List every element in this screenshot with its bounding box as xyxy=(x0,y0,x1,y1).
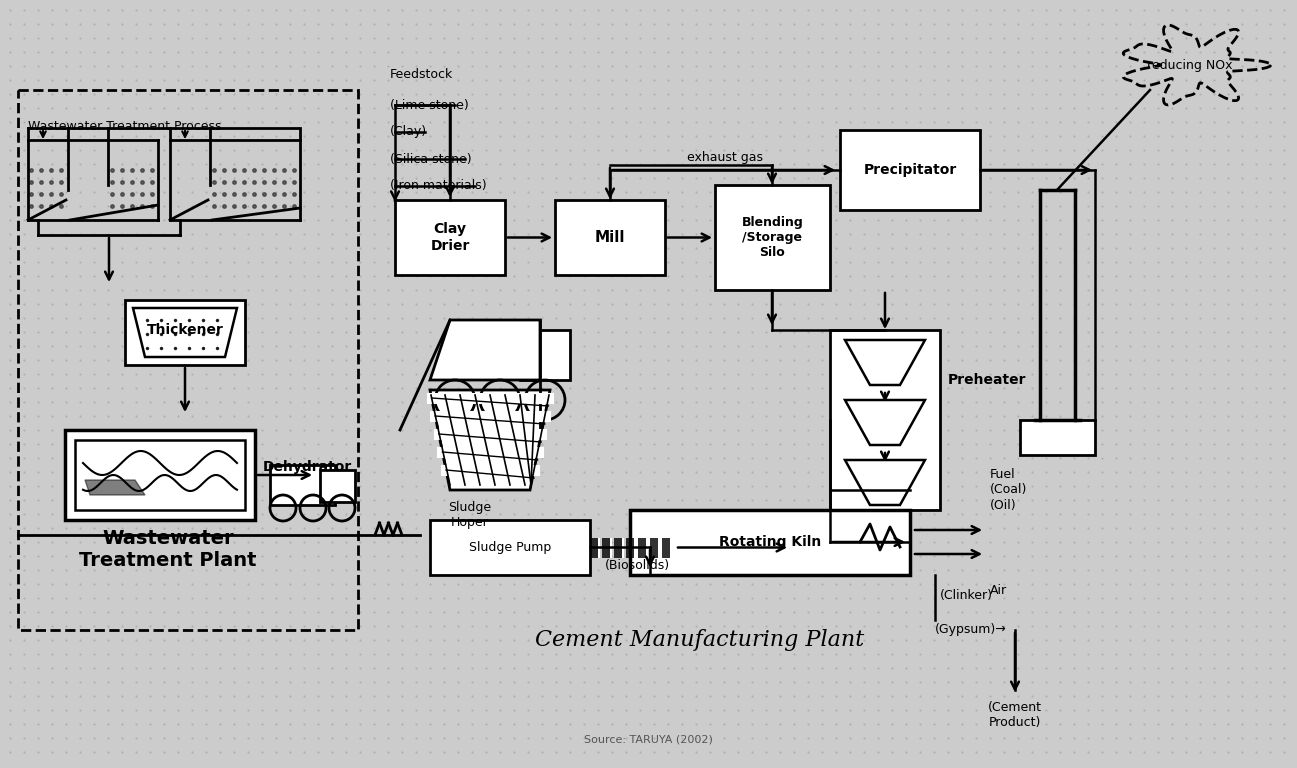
Text: (Lime stone): (Lime stone) xyxy=(390,98,468,111)
Text: reducing NOx: reducing NOx xyxy=(1148,58,1232,71)
FancyBboxPatch shape xyxy=(125,300,245,365)
Text: Mill: Mill xyxy=(595,230,625,245)
FancyBboxPatch shape xyxy=(75,440,245,510)
Text: Wastewater
Treatment Plant: Wastewater Treatment Plant xyxy=(79,529,257,571)
FancyBboxPatch shape xyxy=(1019,420,1095,455)
Polygon shape xyxy=(431,390,550,490)
Text: Air: Air xyxy=(990,584,1008,597)
Text: Cement Manufacturing Plant: Cement Manufacturing Plant xyxy=(536,629,865,651)
Polygon shape xyxy=(86,480,145,495)
Text: Fuel
(Coal)
(Oil): Fuel (Coal) (Oil) xyxy=(990,468,1027,511)
Text: (Silica stone): (Silica stone) xyxy=(390,153,472,165)
Text: Wastewater Treatment Process: Wastewater Treatment Process xyxy=(29,120,222,133)
Polygon shape xyxy=(846,460,925,505)
FancyBboxPatch shape xyxy=(396,200,505,275)
FancyBboxPatch shape xyxy=(320,470,355,502)
Text: (Clinker): (Clinker) xyxy=(940,588,994,601)
Text: (Cement
Product): (Cement Product) xyxy=(988,701,1041,729)
Polygon shape xyxy=(134,308,237,357)
FancyBboxPatch shape xyxy=(830,330,940,510)
Text: Thickener: Thickener xyxy=(147,323,223,337)
Text: Sludge
Hoper: Sludge Hoper xyxy=(449,501,492,529)
FancyBboxPatch shape xyxy=(65,430,256,520)
Text: Feedstock: Feedstock xyxy=(390,68,453,81)
Text: Clay
Drier: Clay Drier xyxy=(431,223,470,253)
Polygon shape xyxy=(846,340,925,385)
Polygon shape xyxy=(846,400,925,445)
Text: (Clay): (Clay) xyxy=(390,125,427,138)
FancyBboxPatch shape xyxy=(431,520,590,575)
FancyBboxPatch shape xyxy=(520,330,569,380)
Text: (Biosolids): (Biosolids) xyxy=(604,559,671,572)
Text: (Gypsum)→: (Gypsum)→ xyxy=(935,624,1006,637)
Text: Source: TARUYA (2002): Source: TARUYA (2002) xyxy=(584,735,712,745)
FancyBboxPatch shape xyxy=(840,130,981,210)
FancyBboxPatch shape xyxy=(715,185,830,290)
Polygon shape xyxy=(431,320,540,380)
FancyBboxPatch shape xyxy=(555,200,665,275)
Text: Rotating Kiln: Rotating Kiln xyxy=(719,535,821,549)
Text: exhaust gas: exhaust gas xyxy=(687,151,763,164)
Text: Blending
/Storage
Silo: Blending /Storage Silo xyxy=(742,216,803,259)
Text: Sludge Pump: Sludge Pump xyxy=(470,541,551,554)
Text: Precipitator: Precipitator xyxy=(864,163,957,177)
Text: Dehydrator: Dehydrator xyxy=(263,460,353,474)
FancyBboxPatch shape xyxy=(270,465,335,505)
Text: Preheater: Preheater xyxy=(948,373,1026,387)
FancyBboxPatch shape xyxy=(630,510,910,575)
Text: (Iron materials): (Iron materials) xyxy=(390,180,486,193)
